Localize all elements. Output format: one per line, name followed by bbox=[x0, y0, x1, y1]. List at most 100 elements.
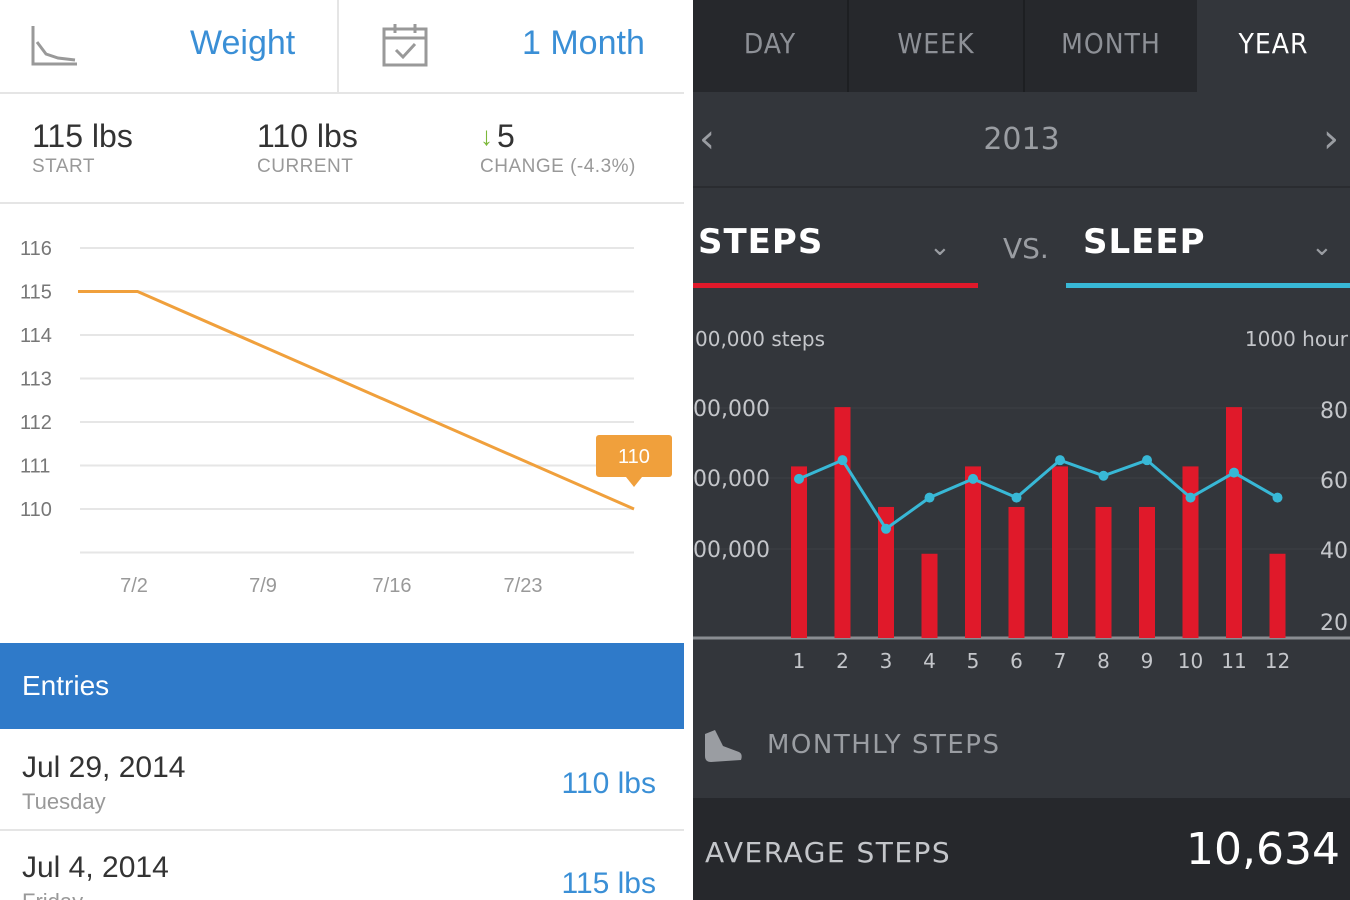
tab-month[interactable]: MONTH bbox=[1061, 27, 1161, 60]
entries-header: Entries bbox=[0, 643, 684, 729]
weight-panel: Weight 1 Month 115 lbs START 110 lbs CUR… bbox=[0, 0, 684, 900]
chevron-down-icon[interactable]: ⌄ bbox=[1311, 232, 1333, 262]
weight-header: Weight 1 Month bbox=[0, 0, 684, 94]
tab-week[interactable]: WEEK bbox=[897, 27, 975, 60]
steps-bar bbox=[1269, 553, 1286, 638]
average-steps-label: AVERAGE STEPS bbox=[705, 836, 952, 869]
sleep-point bbox=[1229, 467, 1239, 478]
left-tick-label: 00,000 bbox=[693, 538, 770, 563]
x-tick-label: 8 bbox=[1097, 649, 1110, 673]
average-steps-value: 10,634 bbox=[1186, 824, 1340, 875]
x-tick-label: 7/9 bbox=[249, 575, 277, 597]
average-steps-row: AVERAGE STEPS 10,634 bbox=[693, 798, 1350, 900]
calendar-check-icon bbox=[382, 24, 428, 67]
header-divider bbox=[337, 0, 339, 92]
left-tick-label: 00,000 bbox=[693, 467, 770, 492]
x-tick-label: 12 bbox=[1265, 649, 1290, 673]
y-tick-label: 113 bbox=[20, 369, 52, 391]
sleep-point bbox=[1011, 492, 1022, 503]
callout-label: 110 bbox=[618, 446, 650, 468]
sleep-point bbox=[924, 492, 935, 503]
y-tick-label: 111 bbox=[20, 456, 50, 478]
panel-gap bbox=[684, 0, 693, 900]
x-tick-label: 5 bbox=[967, 649, 980, 673]
x-tick-label: 2 bbox=[836, 649, 849, 673]
steps-panel: DAY WEEK MONTH YEAR ‹ 2013 › STEPS ⌄ VS.… bbox=[693, 0, 1350, 900]
sleep-point bbox=[1142, 455, 1152, 466]
x-tick-label: 7/2 bbox=[120, 575, 148, 597]
sleep-point bbox=[1055, 455, 1065, 466]
sleep-series-line bbox=[798, 458, 1279, 531]
y-tick-label: 110 bbox=[20, 499, 52, 521]
right-tick-label: 60 bbox=[1320, 469, 1348, 494]
chevron-left-icon[interactable]: ‹ bbox=[699, 116, 715, 162]
tab-divider bbox=[1023, 0, 1025, 92]
right-tick-label: 40 bbox=[1320, 539, 1348, 564]
sleep-point bbox=[968, 473, 978, 484]
steps-bar bbox=[1008, 506, 1025, 638]
metric-label: Weight bbox=[190, 24, 296, 62]
sleep-point bbox=[1185, 492, 1196, 503]
period-tabs: DAY WEEK MONTH YEAR bbox=[693, 0, 1350, 92]
metric-left-select[interactable]: STEPS bbox=[698, 222, 824, 262]
entry-row-2[interactable]: Jul 4, 2014 Friday 115 lbs bbox=[0, 831, 684, 900]
x-tick-label: 10 bbox=[1178, 649, 1203, 673]
y-tick-label: 115 bbox=[20, 282, 52, 304]
current-label: CURRENT bbox=[257, 156, 354, 177]
callout-pointer bbox=[626, 477, 642, 487]
sleep-point bbox=[1272, 492, 1283, 503]
x-tick-label: 7/23 bbox=[504, 575, 543, 597]
steps-bar bbox=[1052, 466, 1068, 638]
line-chart-icon bbox=[31, 26, 77, 66]
sleep-underline bbox=[1066, 283, 1350, 288]
x-tick-label: 1 bbox=[793, 649, 806, 673]
right-tick-label: 20 bbox=[1320, 611, 1348, 636]
shoe-icon bbox=[705, 730, 742, 762]
stat-start: 115 lbs START bbox=[32, 118, 133, 178]
stat-current: 110 lbs CURRENT bbox=[257, 118, 358, 178]
year-navigator: ‹ 2013 › bbox=[693, 92, 1350, 188]
arrow-down-icon: ↓ bbox=[480, 121, 493, 151]
sleep-point bbox=[794, 473, 804, 484]
y-tick-label: 116 bbox=[20, 238, 52, 260]
current-value: 110 lbs bbox=[257, 118, 358, 154]
left-tick-label: 00,000 bbox=[693, 397, 770, 422]
metric-right-select[interactable]: SLEEP bbox=[1083, 222, 1206, 262]
start-value: 115 lbs bbox=[32, 118, 133, 154]
entry-day: Tuesday bbox=[22, 789, 106, 814]
monthly-steps-row[interactable]: MONTHLY STEPS bbox=[693, 700, 1350, 796]
entry-weight: 115 lbs bbox=[561, 867, 656, 900]
x-tick-label: 7/16 bbox=[373, 575, 412, 597]
weight-chart: 116 115 114 113 112 111 110 7/2 7/9 7/16 7/23 110 bbox=[20, 238, 672, 597]
change-value: 5 bbox=[497, 118, 515, 154]
x-tick-label: 11 bbox=[1221, 649, 1246, 673]
chevron-down-icon[interactable]: ⌄ bbox=[929, 232, 951, 262]
x-tick-label: 9 bbox=[1141, 649, 1154, 673]
entry-date: Jul 4, 2014 bbox=[22, 851, 169, 884]
tab-day[interactable]: DAY bbox=[743, 27, 797, 60]
sleep-point bbox=[881, 523, 891, 534]
right-tick-label: 80 bbox=[1320, 399, 1348, 424]
metric-selector[interactable]: Weight bbox=[0, 0, 337, 92]
weight-series-line bbox=[78, 290, 635, 511]
left-axis-title: 00,000 steps bbox=[695, 327, 825, 351]
entry-weight: 110 lbs bbox=[561, 767, 656, 800]
monthly-steps-label: MONTHLY STEPS bbox=[767, 730, 1001, 760]
entry-day: Friday bbox=[22, 889, 83, 900]
tab-year[interactable]: YEAR bbox=[1197, 0, 1350, 92]
chevron-right-icon[interactable]: › bbox=[1323, 116, 1339, 162]
stat-change: ↓ 5 CHANGE (-4.3%) bbox=[480, 118, 636, 178]
sleep-point bbox=[1098, 470, 1109, 481]
steps-bar bbox=[921, 553, 938, 638]
entry-row-1[interactable]: Jul 29, 2014 Tuesday 110 lbs bbox=[0, 731, 684, 831]
x-tick-label: 3 bbox=[880, 649, 893, 673]
steps-bar bbox=[1226, 407, 1242, 638]
steps-bar bbox=[878, 506, 894, 638]
weight-stats: 115 lbs START 110 lbs CURRENT ↓ 5 CHANGE … bbox=[0, 96, 684, 204]
right-axis-title: 1000 hour bbox=[1245, 327, 1349, 351]
vs-label: VS. bbox=[1003, 232, 1049, 265]
x-tick-label: 6 bbox=[1010, 649, 1023, 673]
range-selector[interactable]: 1 Month bbox=[339, 0, 684, 92]
steps-bar bbox=[834, 407, 851, 638]
entries-title: Entries bbox=[22, 670, 110, 701]
